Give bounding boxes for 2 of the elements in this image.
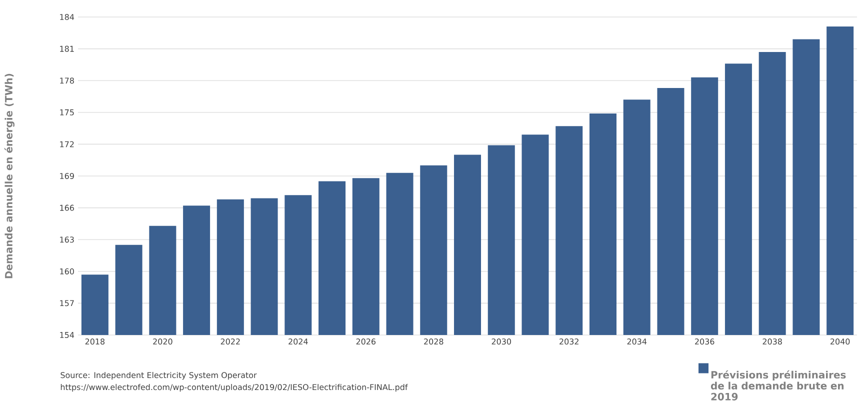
- legend-label: Prévisions préliminaires de la demande brute en 2019: [710, 370, 846, 400]
- y-axis-title: Demande annuelle en énergie (TWh): [4, 74, 14, 278]
